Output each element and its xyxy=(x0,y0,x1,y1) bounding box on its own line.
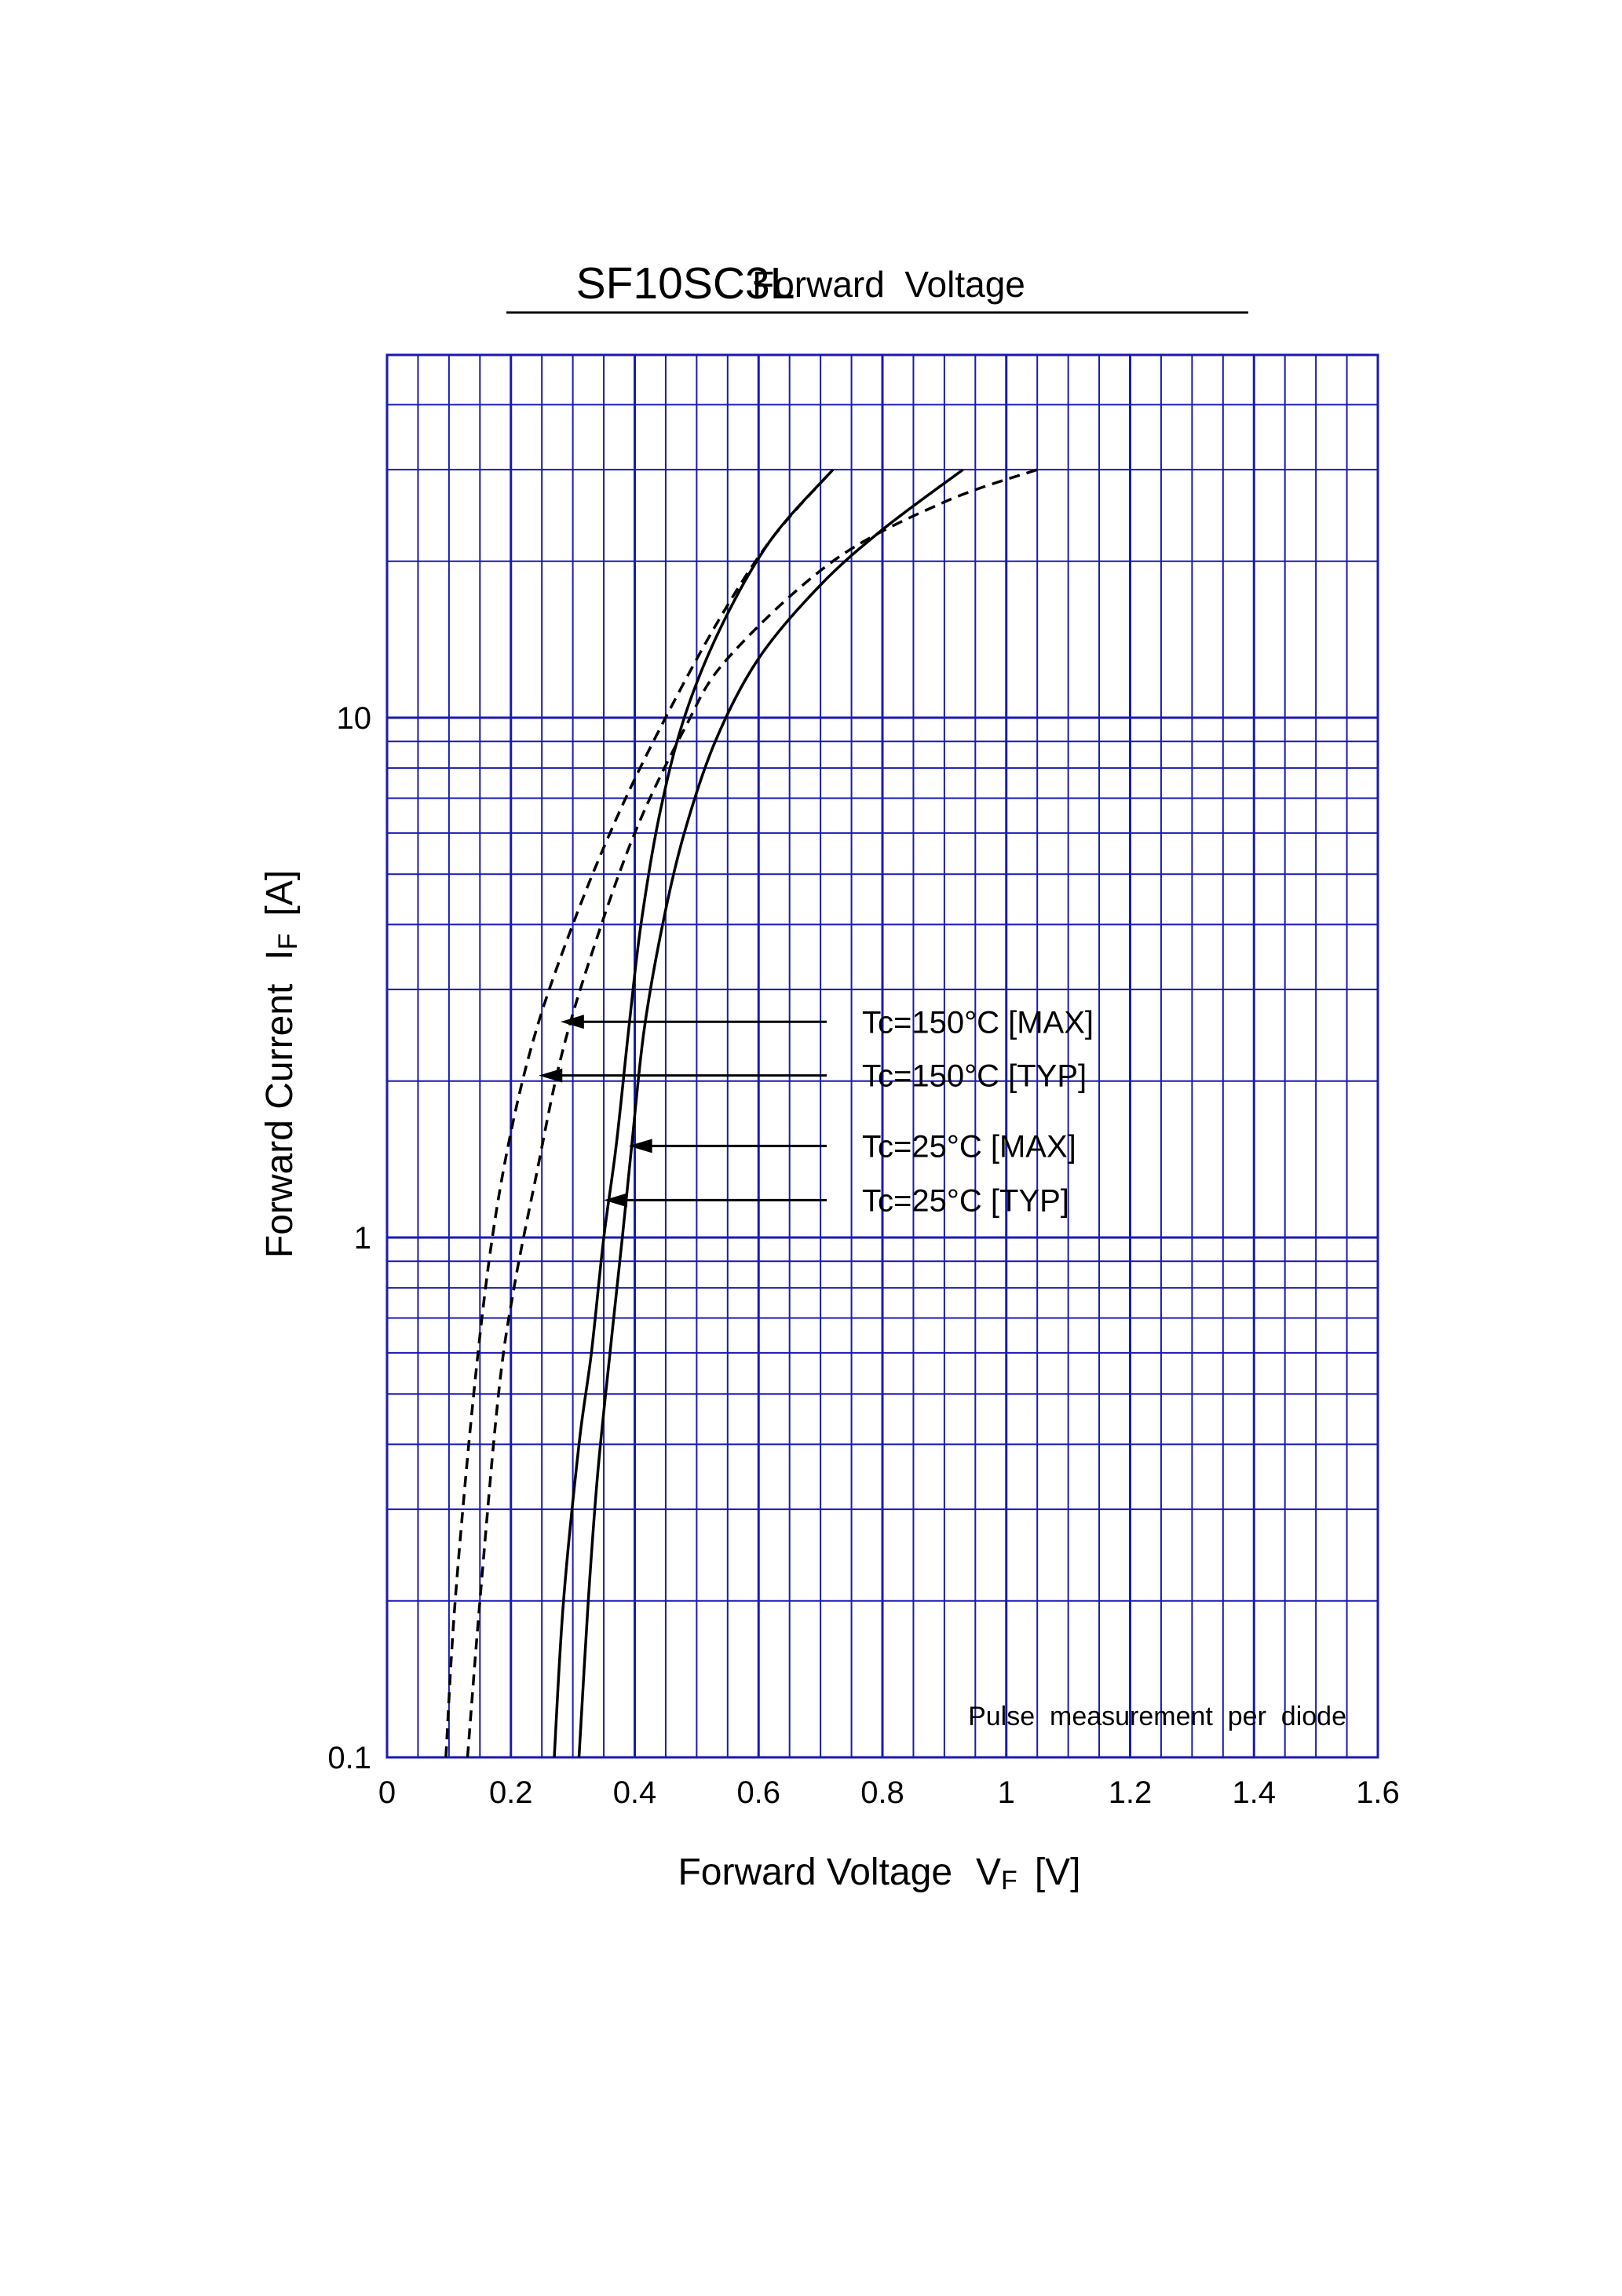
y-axis-label: Forward Current IF [A] xyxy=(259,870,303,1258)
y-axis-unit: [A] xyxy=(259,870,301,916)
series-line-3 xyxy=(553,468,835,1758)
x-axis-symbol: V xyxy=(976,1852,1001,1893)
x-axis-unit: [V] xyxy=(1035,1852,1081,1893)
y-axis-subscript: F xyxy=(273,934,303,950)
x-tick-label: 0.4 xyxy=(613,1775,657,1810)
x-tick-label: 1.2 xyxy=(1109,1775,1153,1810)
annotation-arrowhead xyxy=(628,1139,652,1153)
y-axis-label-text: Forward Current xyxy=(259,984,301,1258)
y-tick-label: 1 xyxy=(354,1221,371,1256)
x-tick-label: 0.2 xyxy=(489,1775,533,1810)
x-tick-label: 1.6 xyxy=(1356,1775,1400,1810)
y-axis-symbol: I xyxy=(259,949,301,960)
x-tick-label: 0.6 xyxy=(736,1775,780,1810)
x-tick-label: 1 xyxy=(998,1775,1015,1810)
annotation-label-1: Tc=150°C [MAX] xyxy=(862,1005,1094,1040)
y-tick-labels: 0.1 1 10 xyxy=(327,701,371,1775)
annotation-label-4: Tc=25°C [TYP] xyxy=(862,1183,1069,1218)
series-line-1 xyxy=(444,468,835,1758)
pulse-note: Pulse measurement per diode xyxy=(968,1702,1346,1731)
y-tick-label: 10 xyxy=(337,701,372,736)
annotation-arrowhead xyxy=(604,1193,628,1208)
x-axis-subscript: F xyxy=(1001,1866,1017,1896)
annotation-arrows: Tc=150°C [MAX] Tc=150°C [TYP] Tc=25°C [MAX… xyxy=(539,1005,1094,1218)
x-tick-label: 0 xyxy=(378,1775,396,1810)
plot-frame xyxy=(385,353,1379,1759)
y-tick-label: 0.1 xyxy=(327,1741,371,1775)
annotation-label-3: Tc=25°C [MAX] xyxy=(862,1129,1076,1164)
series-line-4 xyxy=(577,468,964,1758)
curves xyxy=(444,468,1038,1758)
chart-title: SF10SC3L xyxy=(576,258,795,309)
series-line-2 xyxy=(466,468,1038,1758)
x-tick-label: 0.8 xyxy=(860,1775,904,1810)
annotation-arrowhead xyxy=(539,1068,563,1083)
x-axis-label: Forward Voltage VF [V] xyxy=(678,1852,1080,1896)
annotation-arrowhead xyxy=(560,1015,584,1029)
x-tick-label: 1.4 xyxy=(1232,1775,1276,1810)
x-axis-label-text: Forward Voltage xyxy=(678,1852,952,1893)
chart-subtitle: Forward Voltage xyxy=(752,264,1025,305)
annotation-label-2: Tc=150°C [TYP] xyxy=(862,1059,1087,1094)
grid xyxy=(385,353,1379,1759)
x-tick-labels: 0 0.2 0.4 0.6 0.8 1 1.2 1.4 1.6 xyxy=(378,1775,1400,1810)
